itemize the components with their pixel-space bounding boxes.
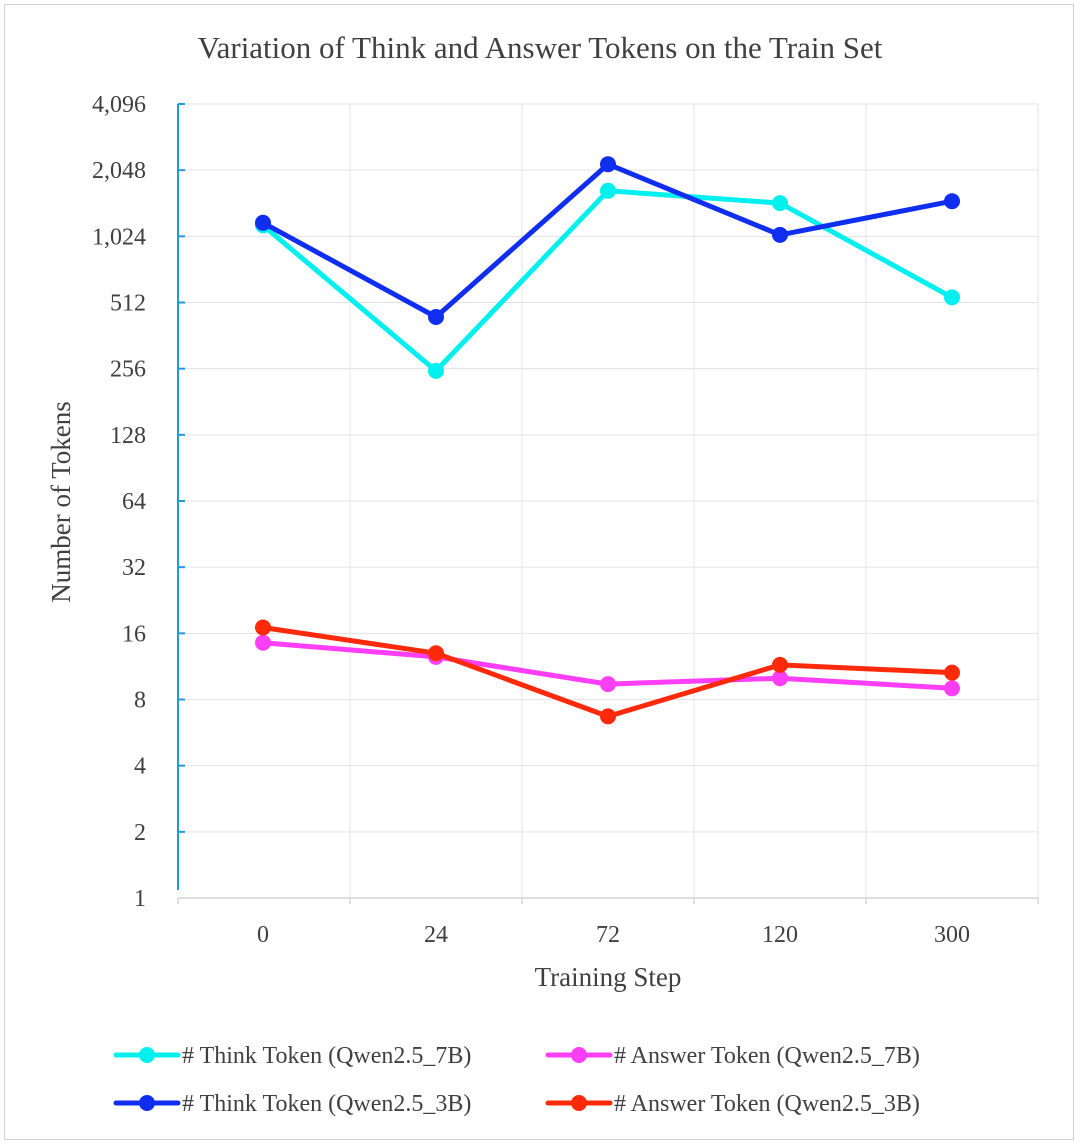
legend-item: # Think Token (Qwen2.5_7B) bbox=[113, 1043, 471, 1069]
series-3 bbox=[255, 634, 960, 697]
y-tick-label: 1,024 bbox=[92, 224, 146, 250]
data-point bbox=[772, 226, 788, 243]
data-point bbox=[428, 309, 444, 325]
legend-label: # Answer Token (Qwen2.5_7B) bbox=[614, 1043, 920, 1069]
legend-label: # Think Token (Qwen2.5_7B) bbox=[182, 1043, 471, 1069]
chart-title: Variation of Think and Answer Tokens on … bbox=[198, 30, 883, 65]
x-tick-labels: 0 24 72 120 300 bbox=[257, 922, 970, 948]
y-tick-label: 8 bbox=[134, 688, 146, 714]
y-axis-title: Number of Tokens bbox=[46, 401, 76, 603]
x-tick-label: 24 bbox=[424, 922, 448, 948]
y-tick-label: 1 bbox=[134, 886, 146, 912]
y-tick-label: 2 bbox=[134, 820, 146, 846]
data-point bbox=[944, 680, 960, 697]
legend-swatch-marker bbox=[139, 1095, 155, 1111]
y-tick-label: 4,096 bbox=[92, 92, 146, 118]
data-point bbox=[772, 656, 788, 673]
axes bbox=[177, 103, 1039, 904]
x-axis-title: Training Step bbox=[535, 962, 682, 992]
legend-item: # Answer Token (Qwen2.5_3B) bbox=[545, 1091, 920, 1117]
x-tick-label: 72 bbox=[596, 922, 620, 948]
legend-swatch-marker bbox=[139, 1047, 155, 1063]
series-1 bbox=[255, 182, 960, 379]
y-tick-labels: 1 2 4 8 16 32 64 128 256 512 1,024 2,048 4,096 bbox=[92, 92, 146, 912]
legend-swatch-marker bbox=[571, 1095, 587, 1111]
y-tick-label: 4 bbox=[134, 754, 146, 780]
data-point bbox=[600, 676, 616, 693]
data-point bbox=[255, 214, 271, 231]
data-point bbox=[944, 193, 960, 210]
y-tick-label: 256 bbox=[110, 357, 146, 383]
data-point bbox=[600, 156, 616, 173]
legend-label: # Think Token (Qwen2.5_3B) bbox=[182, 1091, 471, 1117]
legend-item: # Think Token (Qwen2.5_3B) bbox=[113, 1091, 471, 1117]
series-line bbox=[260, 625, 955, 719]
data-point bbox=[600, 708, 616, 725]
data-point bbox=[772, 670, 788, 687]
data-point bbox=[944, 664, 960, 681]
y-tick-label: 2,048 bbox=[92, 158, 146, 184]
data-point bbox=[255, 619, 271, 636]
x-tick-label: 120 bbox=[762, 922, 798, 948]
data-point bbox=[944, 289, 960, 306]
x-tick-label: 300 bbox=[934, 922, 970, 948]
chart-frame bbox=[4, 4, 1074, 1140]
y-tick-label: 32 bbox=[122, 555, 146, 581]
series-group bbox=[255, 156, 960, 725]
legend-swatch-marker bbox=[571, 1047, 587, 1063]
data-point bbox=[772, 195, 788, 212]
data-point bbox=[600, 182, 616, 199]
y-tick-label: 128 bbox=[110, 423, 146, 449]
series-2 bbox=[255, 156, 960, 325]
legend: # Think Token (Qwen2.5_7B) # Think Token … bbox=[113, 1043, 920, 1117]
data-point bbox=[428, 362, 444, 379]
x-tick-label: 0 bbox=[257, 922, 269, 948]
y-tick-label: 16 bbox=[122, 621, 146, 647]
data-point bbox=[255, 634, 271, 651]
data-point bbox=[428, 645, 444, 662]
y-tick-label: 512 bbox=[110, 291, 146, 317]
legend-label: # Answer Token (Qwen2.5_3B) bbox=[614, 1091, 920, 1117]
series-4 bbox=[255, 619, 960, 725]
legend-item: # Answer Token (Qwen2.5_7B) bbox=[545, 1043, 920, 1069]
y-tick-label: 64 bbox=[122, 489, 146, 515]
grid-lines bbox=[178, 103, 1039, 898]
